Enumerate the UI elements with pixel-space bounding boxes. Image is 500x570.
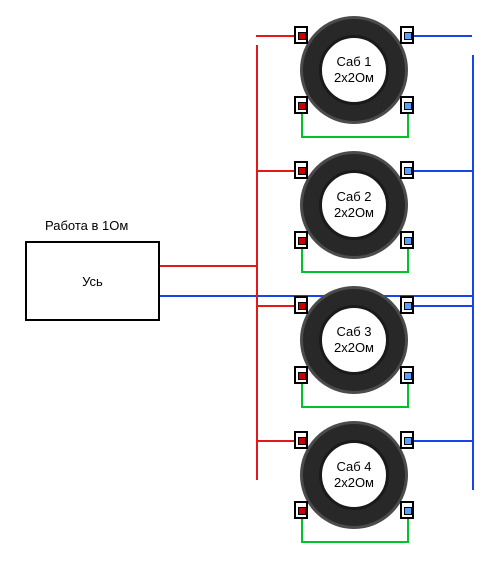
subwoofer-spec: 2х2Ом (334, 70, 374, 86)
red-wire (256, 440, 294, 442)
blue-wire (414, 440, 472, 442)
subwoofer-name: Саб 1 (336, 54, 371, 70)
terminal-vc2-neg (400, 501, 414, 519)
terminal-vc2-pos (294, 366, 308, 384)
terminal-vc2-pos (294, 231, 308, 249)
green-wire (301, 271, 409, 273)
terminal-vc1-neg (400, 26, 414, 44)
terminal-vc1-pos (294, 161, 308, 179)
red-wire (256, 35, 294, 37)
subwoofer-label-area: Саб 12х2Ом (319, 35, 389, 105)
amp-mode-label: Работа в 1Ом (45, 218, 128, 233)
terminal-vc2-neg (400, 96, 414, 114)
subwoofer-spec: 2х2Ом (334, 340, 374, 356)
subwoofer-4: Саб 42х2Ом (300, 421, 408, 529)
blue-wire (414, 170, 472, 172)
red-wire (256, 45, 258, 480)
subwoofer-name: Саб 2 (336, 189, 371, 205)
terminal-vc2-neg (400, 231, 414, 249)
green-wire (301, 406, 409, 408)
terminal-vc1-pos (294, 296, 308, 314)
green-wire (301, 136, 409, 138)
terminal-vc1-pos (294, 431, 308, 449)
red-wire (256, 170, 294, 172)
subwoofer-2: Саб 22х2Ом (300, 151, 408, 259)
blue-wire (414, 305, 472, 307)
terminal-vc2-pos (294, 96, 308, 114)
amplifier-label: Усь (82, 274, 103, 289)
subwoofer-spec: 2х2Ом (334, 205, 374, 221)
blue-wire (472, 55, 474, 490)
subwoofer-3: Саб 32х2Ом (300, 286, 408, 394)
subwoofer-name: Саб 4 (336, 459, 371, 475)
terminal-vc2-pos (294, 501, 308, 519)
terminal-vc1-neg (400, 431, 414, 449)
terminal-vc1-pos (294, 26, 308, 44)
amplifier-box: Усь (25, 241, 160, 321)
red-wire (256, 305, 294, 307)
subwoofer-1: Саб 12х2Ом (300, 16, 408, 124)
red-wire (160, 265, 256, 267)
subwoofer-label-area: Саб 42х2Ом (319, 440, 389, 510)
terminal-vc1-neg (400, 296, 414, 314)
subwoofer-name: Саб 3 (336, 324, 371, 340)
subwoofer-label-area: Саб 22х2Ом (319, 170, 389, 240)
green-wire (301, 541, 409, 543)
subwoofer-label-area: Саб 32х2Ом (319, 305, 389, 375)
terminal-vc2-neg (400, 366, 414, 384)
wiring-diagram: Работа в 1Ом Усь Саб 12х2ОмСаб 22х2ОмСаб… (0, 0, 500, 570)
terminal-vc1-neg (400, 161, 414, 179)
subwoofer-spec: 2х2Ом (334, 475, 374, 491)
blue-wire (414, 35, 472, 37)
